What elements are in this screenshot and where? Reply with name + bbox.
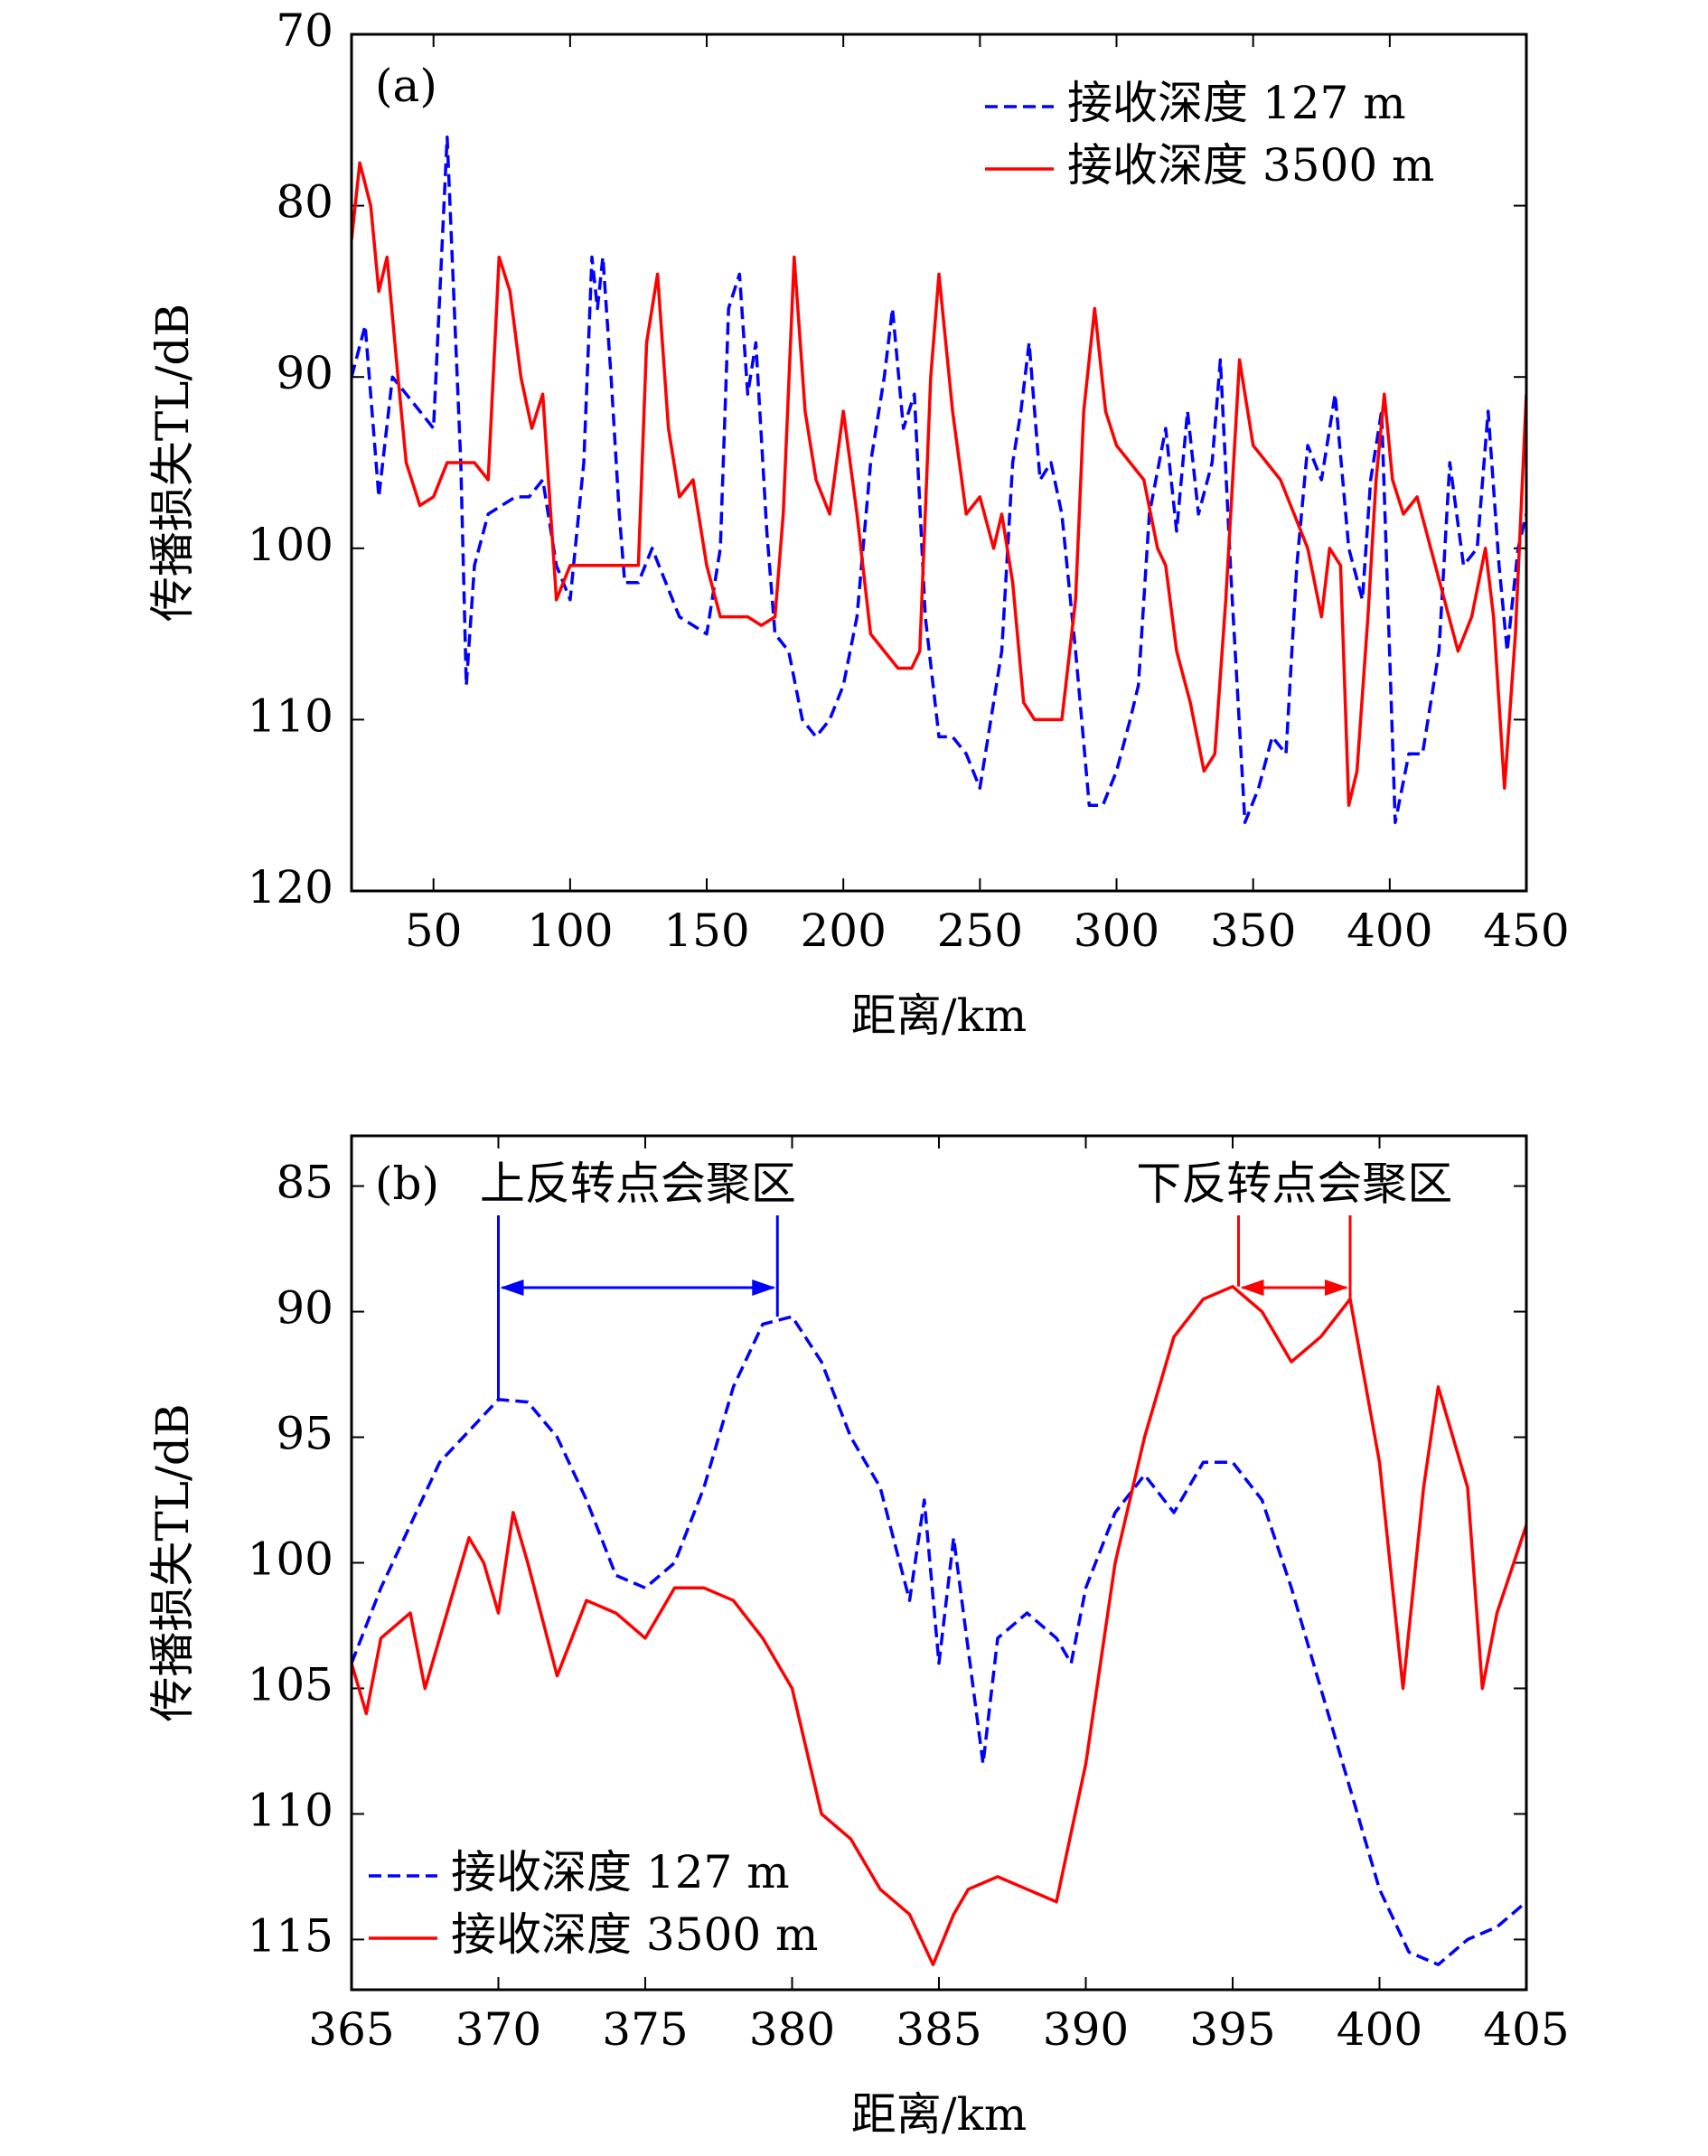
x-tick-label: 300 (1074, 905, 1159, 957)
legend-label: 接收深度 3500 m (451, 1908, 818, 1961)
y-tick-label: 80 (276, 176, 333, 229)
data-line (352, 161, 1526, 807)
annotation-text: 上反转点会聚区 (480, 1158, 796, 1210)
x-tick-label: 400 (1337, 2003, 1422, 2056)
x-tick-label: 150 (663, 905, 749, 957)
plot-frame (350, 1134, 1528, 1992)
annotation-text: 下反转点会聚区 (1136, 1158, 1452, 1210)
x-tick-label: 375 (602, 2003, 688, 2056)
y-tick-label: 85 (276, 1157, 333, 1209)
x-tick-label: 250 (937, 905, 1023, 957)
y-axis-label: 传播损失TL/dB (146, 304, 199, 622)
y-tick-label: 100 (248, 1533, 333, 1586)
panel-label: (b) (375, 1158, 439, 1210)
y-tick-label: 95 (276, 1408, 333, 1460)
x-tick-label: 400 (1347, 905, 1432, 957)
x-tick-label: 350 (1210, 905, 1296, 957)
y-tick-label: 115 (248, 1909, 333, 1962)
x-tick-label: 50 (405, 905, 463, 957)
arrow-head (1240, 1280, 1264, 1296)
legend-label: 接收深度 3500 m (1067, 139, 1434, 192)
x-tick-label: 380 (749, 2003, 835, 2056)
data-line (352, 136, 1526, 824)
y-tick-label: 90 (276, 347, 333, 399)
x-axis-label: 距离/km (851, 989, 1028, 1042)
y-tick-label: 100 (248, 519, 333, 571)
y-tick-label: 105 (248, 1658, 333, 1711)
x-tick-label: 365 (308, 2003, 394, 2056)
y-tick-label: 110 (248, 1784, 333, 1836)
x-tick-label: 200 (800, 905, 886, 957)
x-tick-label: 450 (1483, 905, 1569, 957)
x-tick-label: 370 (455, 2003, 541, 2056)
y-tick-label: 110 (248, 689, 333, 742)
x-tick-label: 385 (896, 2003, 981, 2056)
data-line (352, 1315, 1526, 1966)
x-tick-label: 395 (1189, 2003, 1275, 2056)
y-axis-label: 传播损失TL/dB (146, 1403, 199, 1721)
legend-label: 接收深度 127 m (1067, 77, 1406, 129)
plot-frame (350, 33, 1528, 893)
y-tick-label: 120 (248, 861, 333, 914)
x-axis-label: 距离/km (851, 2088, 1028, 2141)
legend-label: 接收深度 127 m (451, 1846, 790, 1898)
arrow-head (1325, 1280, 1348, 1296)
x-tick-label: 100 (527, 905, 613, 957)
y-tick-label: 90 (276, 1282, 333, 1335)
x-tick-label: 390 (1043, 2003, 1129, 2056)
panel-label: (a) (375, 60, 437, 112)
arrow-head (752, 1280, 776, 1296)
data-line (352, 1285, 1526, 1966)
arrow-head (500, 1280, 524, 1296)
y-tick-label: 70 (276, 5, 333, 57)
x-tick-label: 405 (1483, 2003, 1569, 2056)
